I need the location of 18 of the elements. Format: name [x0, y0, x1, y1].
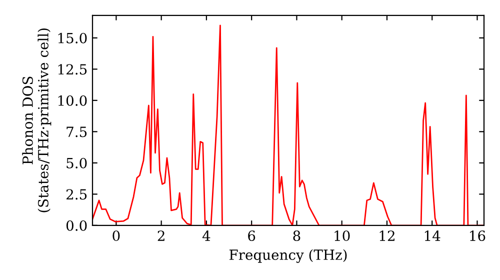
y-tick-label: 15.0 [58, 32, 87, 44]
x-tick-label: 12 [380, 230, 394, 241]
x-tick-label: 6 [248, 230, 256, 242]
y-tick-label: 10.0 [58, 95, 87, 106]
y-tick-label: 7.5 [66, 126, 87, 138]
x-tick-label: 16 [470, 230, 486, 242]
x-tick-label: 2 [158, 230, 164, 241]
y-axis-title: Phonon DOS (States/THz·primitive cell) [22, 28, 52, 212]
y-tick-label: 12.5 [58, 64, 87, 75]
x-tick-label: 0 [112, 230, 120, 242]
x-tick-label: 10 [334, 230, 350, 242]
x-tick-label: 4 [202, 230, 210, 241]
x-axis-title: Frequency (THz) [229, 249, 347, 263]
x-tick-label: 14 [424, 230, 440, 241]
y-tick-label: 2.5 [66, 189, 87, 200]
y-tick-label: 0.0 [66, 220, 87, 231]
y-tick-label: 5.0 [66, 158, 87, 168]
x-tick-label: 8 [293, 230, 300, 242]
